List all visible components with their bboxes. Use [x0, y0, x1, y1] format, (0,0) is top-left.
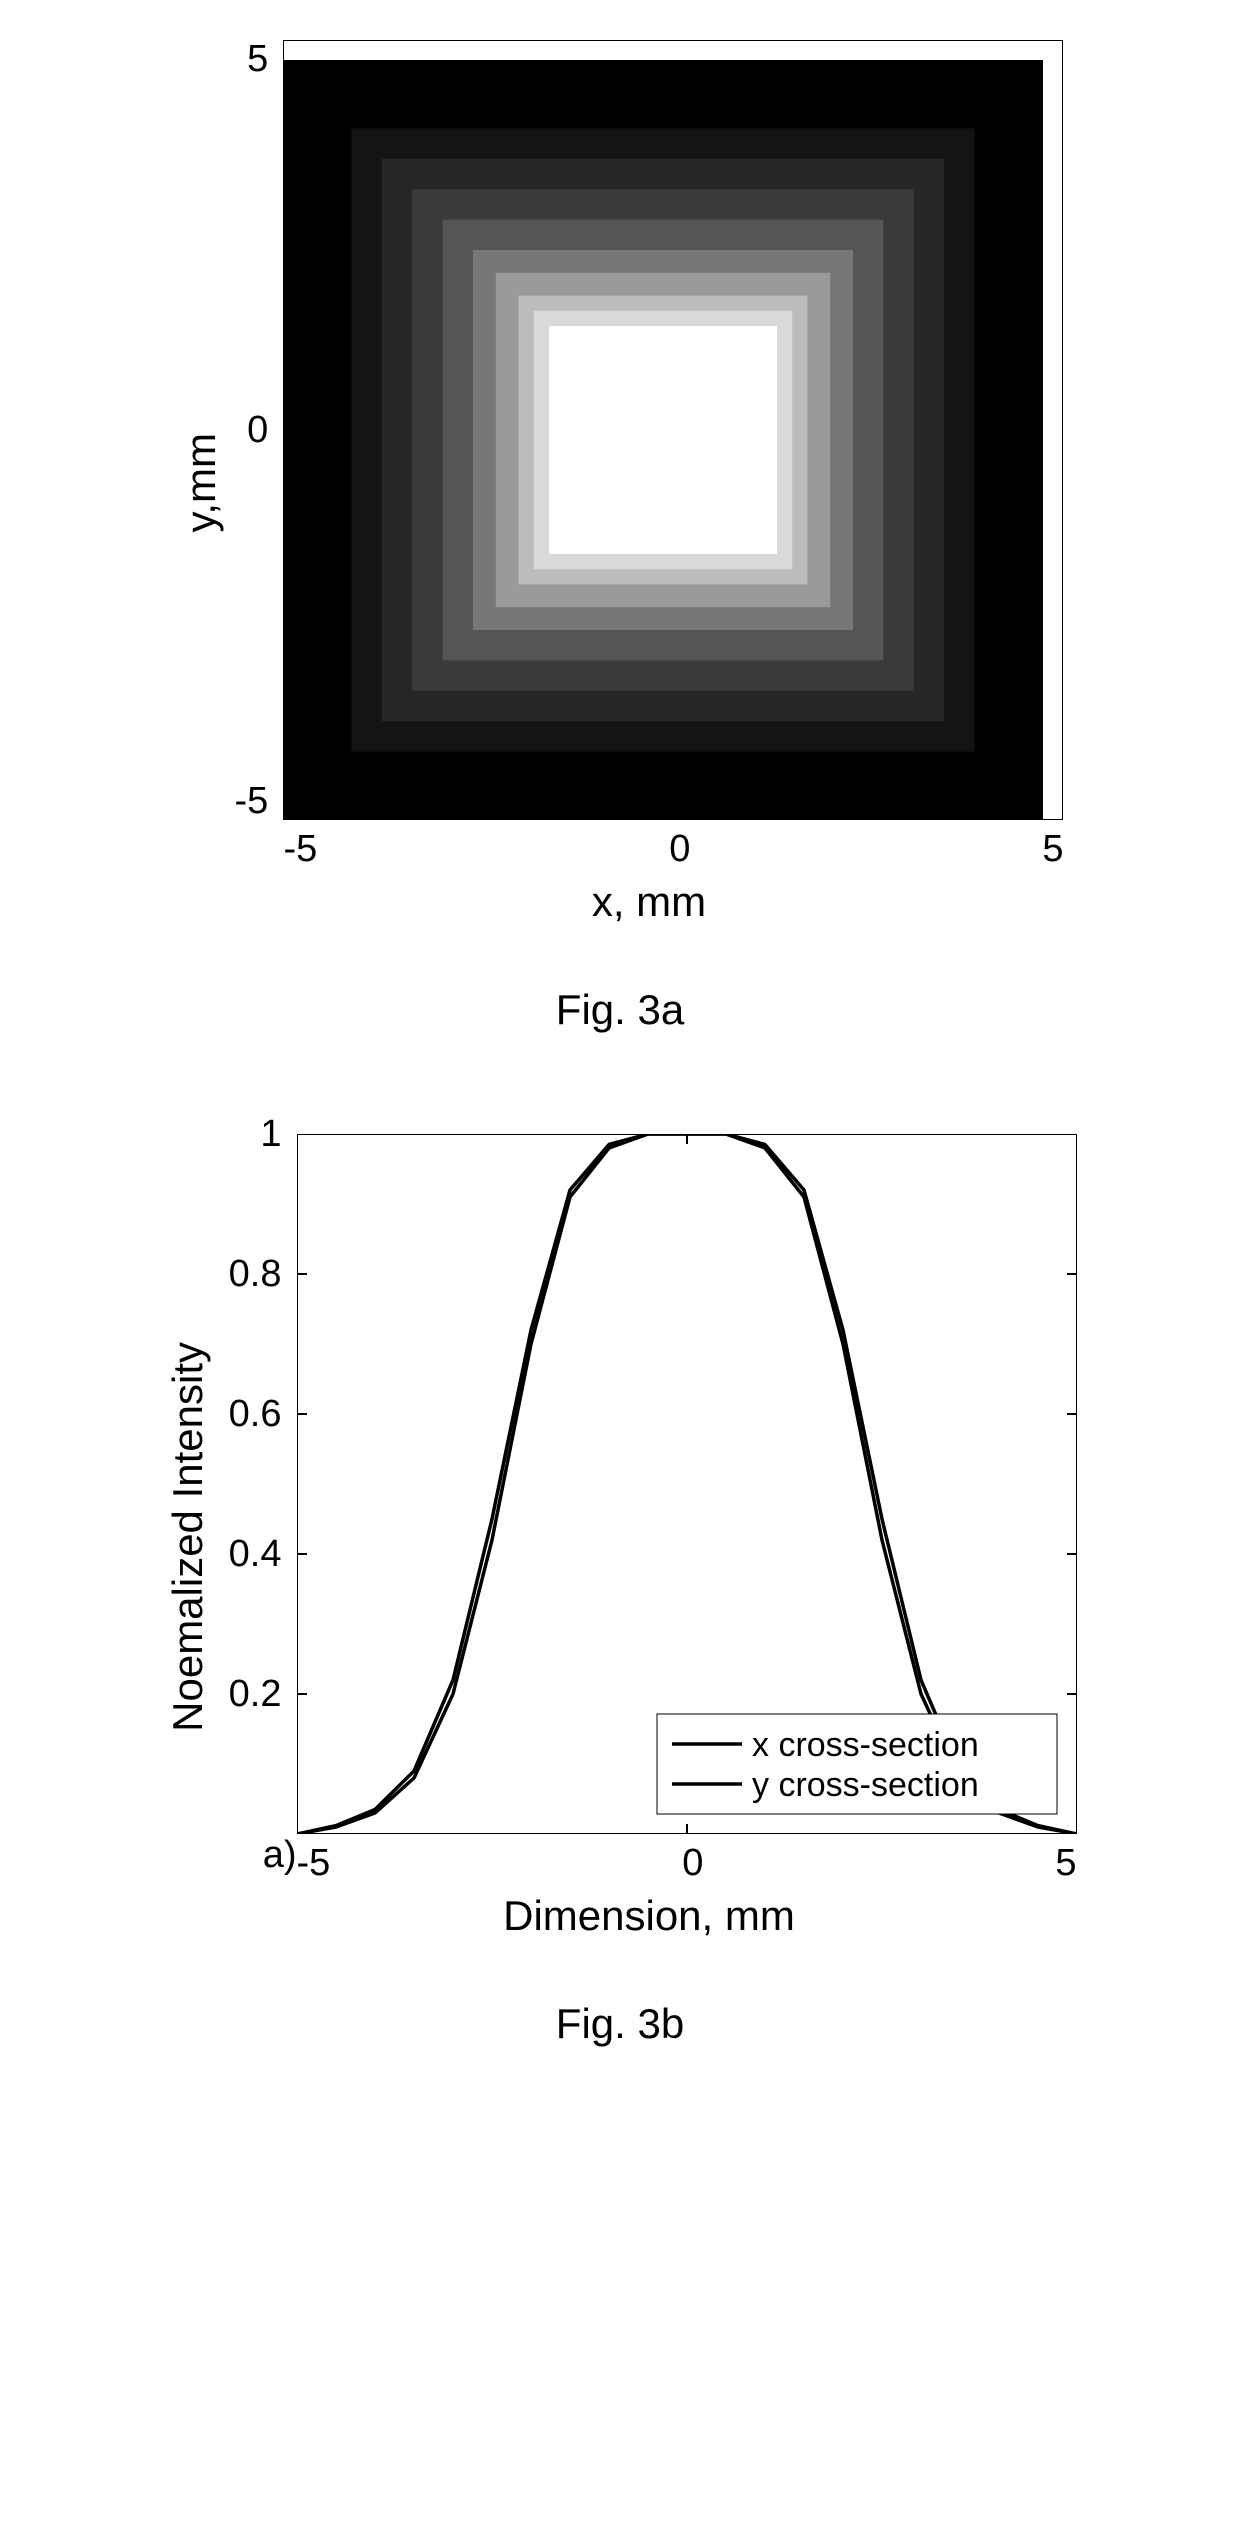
fig-a-ytick: 5: [235, 40, 269, 78]
fig-b-ytick: 1: [260, 1115, 281, 1153]
fig-a-axis-area: 5 0 -5 -5 0 5 x, mm: [235, 40, 1064, 926]
fig-a-caption: Fig. 3a: [556, 986, 684, 1034]
fig-a-xticklabels-row: -5 0 5: [235, 820, 1064, 868]
fig-b-xticklabels-row: a) -5 0 5: [222, 1834, 1077, 1882]
fig-b-ytick: 0.8: [229, 1255, 282, 1293]
fig-b-panel-label: a): [222, 1834, 297, 1877]
fig-a-ylabel: y,mm: [177, 433, 225, 533]
fig-b-xtick: -5: [297, 1844, 331, 1882]
svg-text:y cross-section: y cross-section: [752, 1766, 979, 1804]
fig-b-ytick: 0.6: [229, 1395, 282, 1433]
fig-b-xtick: 5: [1055, 1844, 1076, 1882]
fig-a-xtick: -5: [284, 830, 318, 868]
fig-a-plot: [283, 40, 1063, 820]
fig-b-ytick: 0.4: [229, 1535, 282, 1573]
fig-b-caption: Fig. 3b: [556, 2000, 684, 2048]
figure-3a: y,mm 5 0 -5 -5 0 5 x, mm Fig. 3a: [177, 40, 1064, 1034]
fig-b-ylabel: Noemalized Intensity: [164, 1342, 212, 1732]
fig-b-yticklabels: 10.80.60.40.2: [222, 1134, 282, 1834]
fig-a-ytick: 0: [235, 411, 269, 449]
fig-a-ytick-spacer: [235, 820, 284, 868]
fig-a-xtick: 0: [669, 830, 690, 868]
fig-a-yticklabels: 5 0 -5: [235, 40, 269, 820]
fig-a-xlabel: x, mm: [235, 878, 1064, 926]
fig-a-xticklabels: -5 0 5: [284, 830, 1064, 868]
fig-b-xlabel: Dimension, mm: [222, 1892, 1077, 1940]
fig-a-plot-row: 5 0 -5: [235, 40, 1064, 820]
fig-b-ytick: 0.2: [229, 1675, 282, 1713]
fig-a-ytick: -5: [235, 782, 269, 820]
fig-b-xticklabels: -5 0 5: [297, 1844, 1077, 1882]
fig-b-plot-row: 10.80.60.40.2 x cross-sectiony cross-sec…: [222, 1134, 1077, 1834]
fig-b-plot: x cross-sectiony cross-section: [297, 1134, 1077, 1834]
fig-b-xtick: 0: [682, 1844, 703, 1882]
fig-b-axis-area: 10.80.60.40.2 x cross-sectiony cross-sec…: [222, 1134, 1077, 1940]
svg-text:x cross-section: x cross-section: [752, 1726, 979, 1764]
figure-3b: Noemalized Intensity 10.80.60.40.2 x cro…: [164, 1134, 1077, 2048]
fig-a-chart-wrap: y,mm 5 0 -5 -5 0 5 x, mm: [177, 40, 1064, 926]
fig-a-xtick: 5: [1042, 830, 1063, 868]
fig-b-chart-wrap: Noemalized Intensity 10.80.60.40.2 x cro…: [164, 1134, 1077, 1940]
